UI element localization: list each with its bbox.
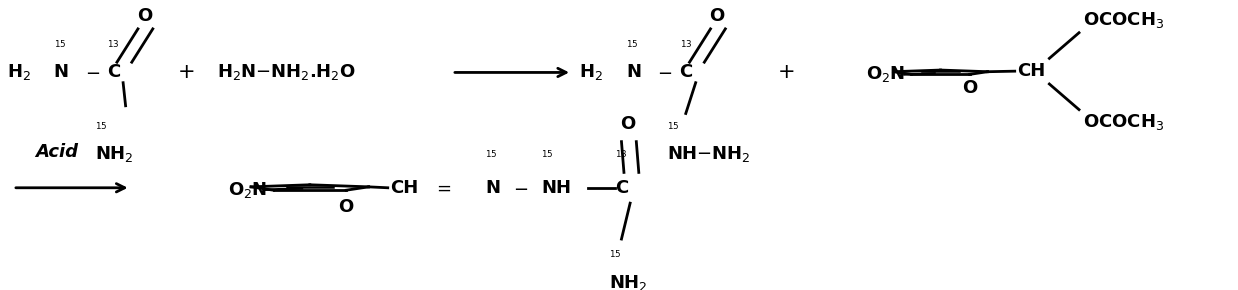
Text: C: C	[680, 64, 693, 81]
Text: O: O	[136, 7, 152, 25]
Text: $^{15}$: $^{15}$	[541, 151, 553, 164]
Text: $^{15}$: $^{15}$	[54, 40, 67, 53]
Text: OCOCH$_3$: OCOCH$_3$	[1083, 10, 1164, 30]
Text: N: N	[54, 64, 69, 81]
Text: O: O	[338, 198, 354, 216]
Text: N: N	[626, 64, 641, 81]
Text: O: O	[620, 115, 635, 133]
Text: N: N	[485, 179, 500, 197]
Text: $^{15}$: $^{15}$	[626, 40, 639, 53]
Text: H$_2$: H$_2$	[579, 62, 603, 82]
Text: $^{15}$: $^{15}$	[609, 251, 621, 264]
Text: O: O	[709, 7, 724, 25]
Text: O$_2$N: O$_2$N	[228, 180, 267, 200]
Text: Acid: Acid	[36, 143, 78, 161]
Text: O$_2$N: O$_2$N	[865, 64, 905, 84]
Text: C: C	[615, 179, 629, 197]
Text: $-$: $-$	[657, 64, 672, 81]
Text: $^{13}$: $^{13}$	[680, 40, 692, 53]
Text: $=$: $=$	[433, 179, 452, 197]
Text: C: C	[106, 64, 120, 81]
Text: $^{13}$: $^{13}$	[106, 40, 120, 53]
Text: $-$: $-$	[84, 64, 100, 81]
Text: $-$: $-$	[513, 179, 527, 197]
Text: OCOCH$_3$: OCOCH$_3$	[1083, 113, 1164, 133]
Text: $^{15}$: $^{15}$	[94, 122, 108, 135]
Text: CH: CH	[390, 179, 418, 197]
Text: $+$: $+$	[177, 62, 194, 82]
Text: NH$_2$: NH$_2$	[94, 144, 134, 164]
Text: NH$-$NH$_2$: NH$-$NH$_2$	[667, 144, 750, 164]
Text: O: O	[962, 79, 977, 97]
Text: $^{13}$: $^{13}$	[615, 151, 628, 164]
Text: H$_2$: H$_2$	[7, 62, 31, 82]
Text: $+$: $+$	[777, 62, 795, 82]
Text: $^{15}$: $^{15}$	[485, 151, 498, 164]
Text: NH$_2$: NH$_2$	[609, 273, 647, 290]
Text: NH: NH	[541, 179, 571, 197]
Text: CH: CH	[1018, 62, 1045, 80]
Text: H$_2$N$-$NH$_2$.H$_2$O: H$_2$N$-$NH$_2$.H$_2$O	[217, 62, 355, 82]
Text: $^{15}$: $^{15}$	[667, 122, 680, 135]
